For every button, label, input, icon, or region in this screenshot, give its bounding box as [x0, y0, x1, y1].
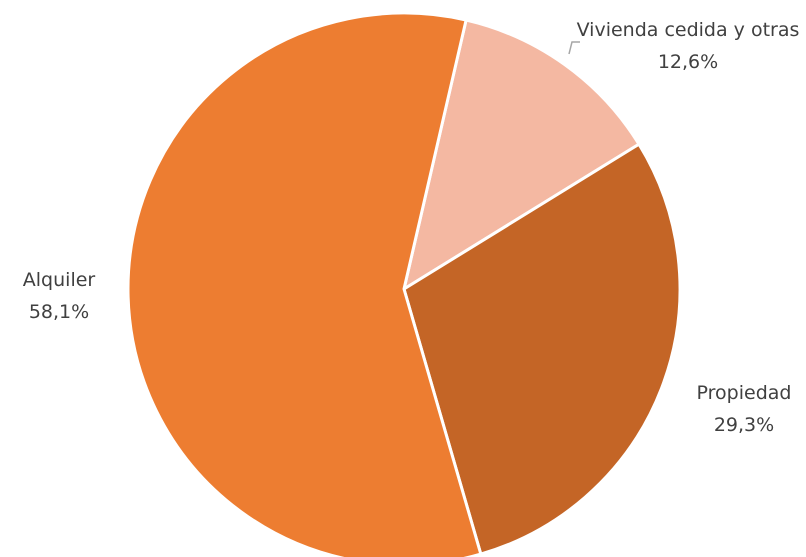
pie-slice — [402, 18, 641, 291]
slice-label: Vivienda cedida y otras 12,6% — [575, 14, 801, 78]
slice-label: Propiedad 29,3% — [674, 377, 806, 441]
value-label: 29,3% — [713, 414, 775, 436]
value-label: 12,6% — [657, 51, 719, 73]
pie-slice — [402, 142, 682, 556]
category-label: Propiedad — [696, 382, 792, 404]
leader-line — [568, 41, 580, 55]
slice-label: Alquiler 58,1% — [0, 264, 118, 328]
category-label: Alquiler — [22, 269, 96, 291]
category-label: Vivienda cedida y otras — [576, 19, 800, 41]
value-label: 58,1% — [28, 301, 90, 323]
pie-slice — [126, 11, 483, 557]
